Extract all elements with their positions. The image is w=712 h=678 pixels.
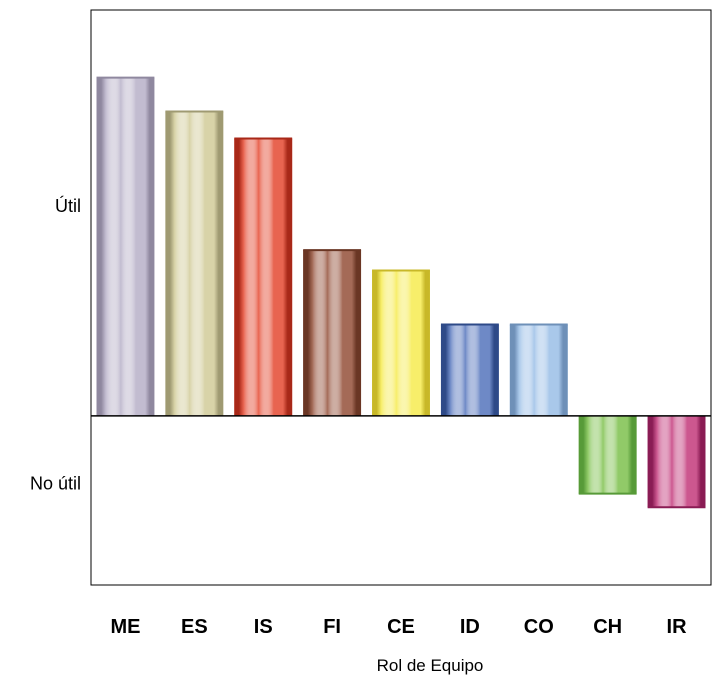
bar-shading-ch	[578, 415, 637, 494]
category-label-is: IS	[254, 616, 273, 638]
y-axis-labels: Útil No útil	[30, 195, 81, 493]
x-axis-title: Rol de Equipo	[377, 656, 484, 675]
bar-shading-co	[509, 324, 568, 416]
bar-shading-ce	[372, 270, 430, 416]
bar-shading-ir	[647, 415, 706, 508]
bar-shading-me	[96, 77, 155, 416]
bar-shading-fi	[303, 250, 362, 416]
category-label-es: ES	[181, 616, 208, 638]
bars-group	[96, 76, 706, 509]
category-label-fi: FI	[323, 616, 341, 638]
category-label-co: CO	[524, 616, 554, 638]
y-axis-label-util: Útil	[55, 195, 81, 216]
y-axis-label-no-util: No útil	[30, 474, 81, 494]
category-label-id: ID	[460, 616, 480, 638]
category-labels: ME ES IS FI CE ID CO CH IR	[110, 616, 687, 638]
category-label-ch: CH	[593, 616, 622, 638]
bar-shading-id	[440, 324, 499, 416]
bar-shading-is	[234, 138, 293, 416]
category-label-ce: CE	[387, 616, 415, 638]
category-label-me: ME	[110, 616, 140, 638]
category-label-ir: IR	[667, 616, 688, 638]
bar-shading-es	[165, 111, 224, 416]
